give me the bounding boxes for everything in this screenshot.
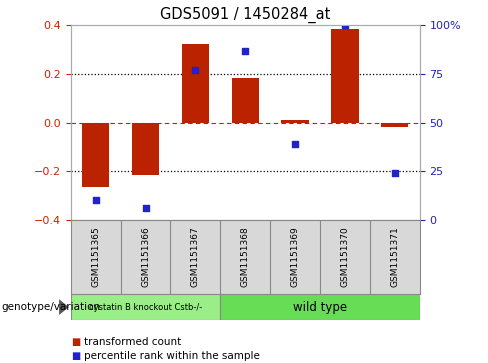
Point <box>341 23 349 28</box>
Bar <box>282 120 309 122</box>
Polygon shape <box>59 299 69 315</box>
Text: GSM1151367: GSM1151367 <box>191 227 200 287</box>
Text: ■: ■ <box>71 351 80 362</box>
Text: GSM1151370: GSM1151370 <box>341 227 349 287</box>
Point <box>142 205 149 211</box>
Text: GSM1151371: GSM1151371 <box>390 227 399 287</box>
Text: wild type: wild type <box>293 301 347 314</box>
FancyBboxPatch shape <box>220 294 420 320</box>
Point <box>291 141 299 147</box>
Text: cystatin B knockout Cstb-/-: cystatin B knockout Cstb-/- <box>89 303 202 311</box>
Text: genotype/variation: genotype/variation <box>1 302 100 312</box>
Bar <box>82 122 109 187</box>
Bar <box>381 122 408 127</box>
Title: GDS5091 / 1450284_at: GDS5091 / 1450284_at <box>160 7 330 23</box>
Point <box>391 170 399 176</box>
Text: GSM1151366: GSM1151366 <box>141 227 150 287</box>
Point <box>242 48 249 54</box>
Text: transformed count: transformed count <box>84 337 182 347</box>
Bar <box>182 44 209 122</box>
Bar <box>132 122 159 175</box>
Text: percentile rank within the sample: percentile rank within the sample <box>84 351 260 362</box>
Text: GSM1151368: GSM1151368 <box>241 227 250 287</box>
Text: GSM1151365: GSM1151365 <box>91 227 100 287</box>
Point <box>92 197 100 203</box>
Bar <box>231 78 259 122</box>
FancyBboxPatch shape <box>71 294 220 320</box>
Point <box>191 67 199 73</box>
Bar <box>331 29 359 122</box>
Text: ■: ■ <box>71 337 80 347</box>
Text: GSM1151369: GSM1151369 <box>290 227 300 287</box>
